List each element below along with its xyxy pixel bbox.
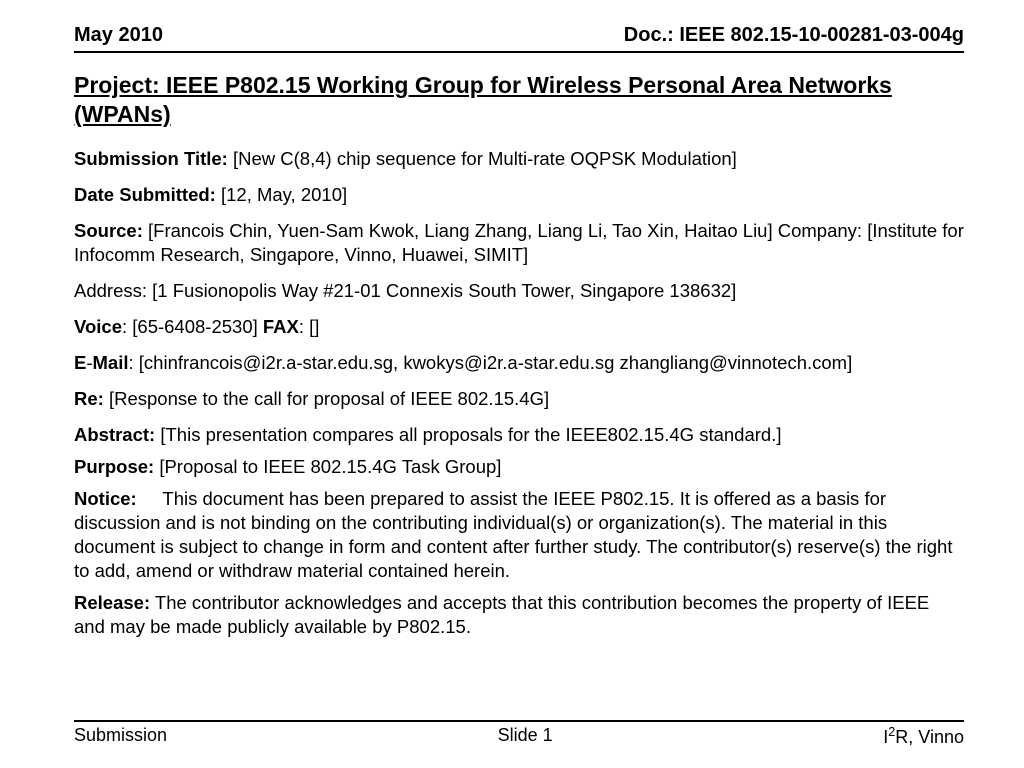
submission-title-label: Submission Title: xyxy=(74,148,228,169)
email-value: : [chinfrancois@i2r.a-star.edu.sg, kwoky… xyxy=(129,352,853,373)
notice-value: This document has been prepared to assis… xyxy=(74,488,953,581)
footer-left: Submission xyxy=(74,725,167,748)
voice-value: : [65-6408-2530] xyxy=(122,316,263,337)
email: E-Mail: [chinfrancois@i2r.a-star.edu.sg,… xyxy=(74,351,964,375)
submission-title-value: [New C(8,4) chip sequence for Multi-rate… xyxy=(228,148,737,169)
abstract-value: [This presentation compares all proposal… xyxy=(155,424,781,445)
slide-cover: May 2010 Doc.: IEEE 802.15-10-00281-03-0… xyxy=(0,0,1024,768)
fax-label: FAX xyxy=(263,316,299,337)
date-submitted-value: [12, May, 2010] xyxy=(216,184,347,205)
source-label: Source: xyxy=(74,220,143,241)
notice-label: Notice: xyxy=(74,488,137,509)
abstract-label: Abstract: xyxy=(74,424,155,445)
footer-rule xyxy=(74,720,964,722)
date-submitted-label: Date Submitted: xyxy=(74,184,216,205)
footer-center: Slide 1 xyxy=(498,725,553,748)
source-value: [Francois Chin, Yuen-Sam Kwok, Liang Zha… xyxy=(74,220,964,265)
header-doc-number: Doc.: IEEE 802.15-10-00281-03-004g xyxy=(624,24,964,47)
date-submitted: Date Submitted: [12, May, 2010] xyxy=(74,183,964,207)
address: Address: [1 Fusionopolis Way #21-01 Conn… xyxy=(74,279,964,303)
header-date: May 2010 xyxy=(74,24,163,47)
footer-right-suffix: R, Vinno xyxy=(895,727,964,747)
purpose-label: Purpose: xyxy=(74,456,154,477)
source: Source: [Francois Chin, Yuen-Sam Kwok, L… xyxy=(74,219,964,267)
email-label-mail: Mail xyxy=(93,352,129,373)
release-label: Release: xyxy=(74,592,150,613)
address-value: [1 Fusionopolis Way #21-01 Connexis Sout… xyxy=(147,280,736,301)
notice: Notice: This document has been prepared … xyxy=(74,487,964,583)
re-value: [Response to the call for proposal of IE… xyxy=(104,388,549,409)
re-label: Re: xyxy=(74,388,104,409)
purpose: Purpose: [Proposal to IEEE 802.15.4G Tas… xyxy=(74,455,964,479)
email-label-e: E xyxy=(74,352,86,373)
header-row: May 2010 Doc.: IEEE 802.15-10-00281-03-0… xyxy=(74,24,964,53)
fax-value: : [] xyxy=(299,316,320,337)
submission-title: Submission Title: [New C(8,4) chip seque… xyxy=(74,147,964,171)
footer-row: Submission Slide 1 I2R, Vinno xyxy=(74,725,964,748)
voice-fax: Voice: [65-6408-2530] FAX: [] xyxy=(74,315,964,339)
re: Re: [Response to the call for proposal o… xyxy=(74,387,964,411)
voice-label: Voice xyxy=(74,316,122,337)
address-label: Address: xyxy=(74,280,147,301)
purpose-value: [Proposal to IEEE 802.15.4G Task Group] xyxy=(154,456,501,477)
release-value: The contributor acknowledges and accepts… xyxy=(74,592,929,637)
abstract: Abstract: [This presentation compares al… xyxy=(74,423,964,447)
release: Release: The contributor acknowledges an… xyxy=(74,591,964,639)
project-title: Project: IEEE P802.15 Working Group for … xyxy=(74,71,964,129)
footer-right: I2R, Vinno xyxy=(883,725,964,748)
